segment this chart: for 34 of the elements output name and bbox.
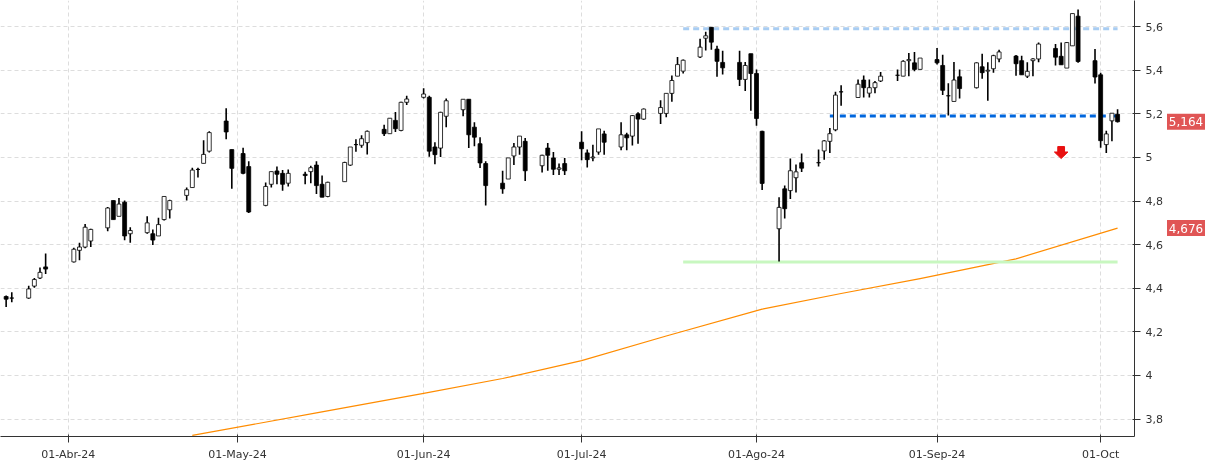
y-tick-label: 4,6 (1145, 238, 1163, 252)
candlestick (229, 148, 235, 190)
candlestick (505, 157, 511, 180)
y-tick-label: 4 (1145, 369, 1153, 383)
y-tick-label: 5,6 (1145, 20, 1163, 34)
candlestick (43, 252, 49, 275)
candlestick (223, 107, 229, 141)
candlestick (714, 45, 720, 78)
x-tick-label: 01-Ago-24 (727, 447, 786, 461)
text: 5,164 (1168, 115, 1204, 130)
candlestick (189, 166, 195, 189)
y-tick-label: 5 (1145, 151, 1153, 165)
candlestick (934, 47, 940, 66)
x-tick-label: 01-Sep-24 (908, 447, 966, 461)
candlestick (579, 130, 584, 162)
x-tick-label: 01-Jun-24 (396, 447, 451, 461)
x-tick-label: 01-Oct (1082, 447, 1120, 461)
y-tick-label: 4,4 (1145, 282, 1163, 296)
text: 4,676 (1168, 221, 1204, 236)
candlestick (302, 170, 308, 186)
line-series (191, 227, 1119, 437)
y-tick-label: 5,2 (1145, 107, 1163, 121)
y-tick-label: 3,8 (1145, 413, 1163, 427)
candlestick (201, 139, 206, 165)
candlestick (500, 169, 505, 195)
x-tick-label: 01-Jul-24 (556, 447, 607, 461)
candlestick (906, 52, 912, 77)
y-tick-label: 4,8 (1145, 195, 1163, 209)
x-tick-label: 01-Abr-24 (41, 447, 96, 461)
candlestick (720, 49, 726, 76)
candlestick (799, 152, 805, 173)
y-tick-label: 4,2 (1145, 325, 1163, 339)
y-tick-label: 5,4 (1145, 64, 1163, 78)
x-tick-label: 01-May-24 (208, 447, 267, 461)
